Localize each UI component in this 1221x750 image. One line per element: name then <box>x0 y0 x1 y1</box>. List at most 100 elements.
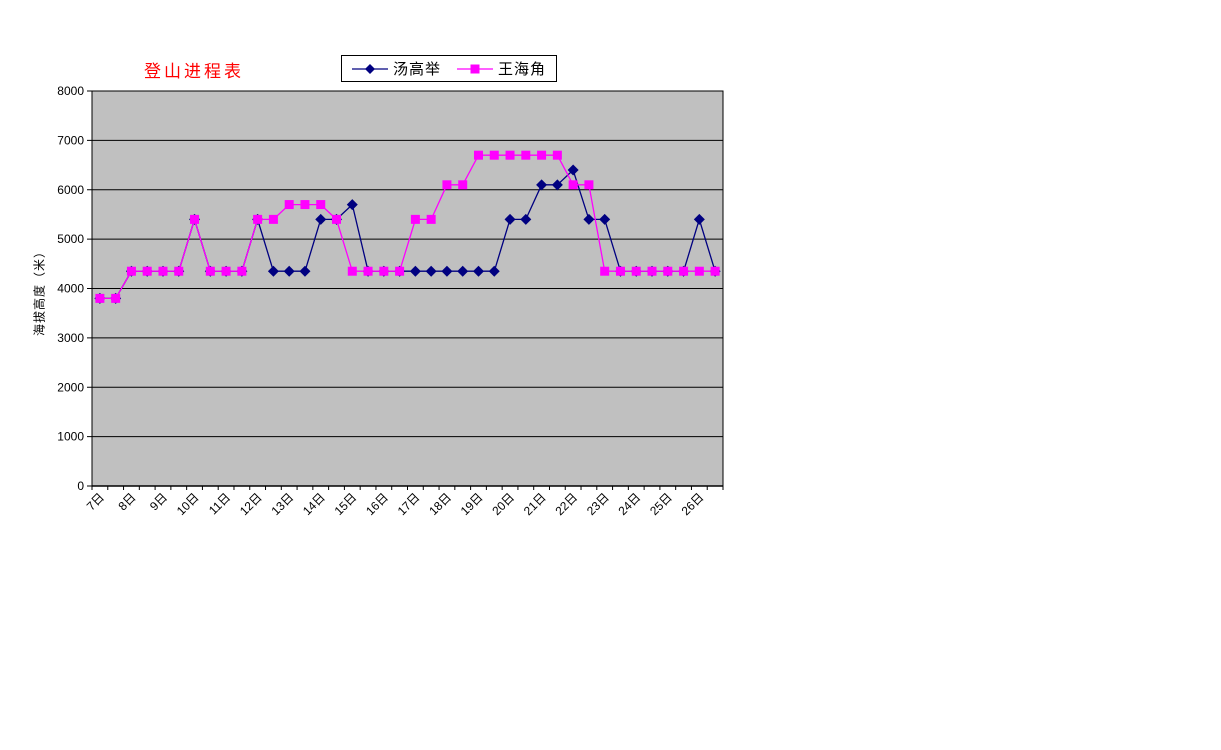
series-0-marker[interactable] <box>267 265 279 277</box>
series-1-marker[interactable] <box>142 266 152 276</box>
y-tick-label[interactable]: 1000 <box>57 430 84 444</box>
x-tick-label[interactable]: 24日 <box>616 490 644 518</box>
series-0-marker[interactable] <box>299 265 311 277</box>
chart-title[interactable]: 登山进程表 <box>144 62 244 81</box>
x-tick-label[interactable]: 26日 <box>679 490 707 518</box>
series-0-marker[interactable] <box>488 265 500 277</box>
y-tick-label[interactable]: 4000 <box>57 282 84 296</box>
series-1-marker[interactable] <box>631 266 641 276</box>
x-tick-label[interactable]: 19日 <box>458 490 486 518</box>
series-1-marker[interactable] <box>221 266 231 276</box>
series-0-marker[interactable] <box>315 213 327 225</box>
series-1-marker[interactable] <box>647 266 657 276</box>
series-1-marker[interactable] <box>332 214 342 224</box>
series-0-marker[interactable] <box>551 179 563 191</box>
series-1-marker[interactable] <box>111 293 121 303</box>
x-tick-label[interactable]: 7日 <box>84 490 107 513</box>
series-1-marker[interactable] <box>552 150 562 160</box>
series-1-marker[interactable] <box>300 200 310 210</box>
x-tick-label[interactable]: 12日 <box>237 490 265 518</box>
series-1-marker[interactable] <box>190 214 200 224</box>
series-1-marker[interactable] <box>237 266 247 276</box>
legend-item-series-1[interactable]: 王海角 <box>457 58 546 79</box>
x-tick-label[interactable]: 16日 <box>363 490 391 518</box>
series-1-marker[interactable] <box>458 180 468 190</box>
series-0-marker[interactable] <box>472 265 484 277</box>
x-tick-label[interactable]: 22日 <box>552 490 580 518</box>
series-0-marker[interactable] <box>346 199 358 211</box>
series-0-marker[interactable] <box>441 265 453 277</box>
series-1-marker[interactable] <box>174 266 184 276</box>
legend-label-series-1: 王海角 <box>498 61 547 78</box>
x-tick-label[interactable]: 25日 <box>647 490 675 518</box>
series-1-marker[interactable] <box>710 266 720 276</box>
series-1-marker[interactable] <box>126 266 136 276</box>
series-1-marker[interactable] <box>205 266 215 276</box>
x-tick-label[interactable]: 14日 <box>300 490 328 518</box>
series-1-marker[interactable] <box>663 266 673 276</box>
x-tick-label[interactable]: 10日 <box>174 490 202 518</box>
series-0-marker[interactable] <box>583 213 595 225</box>
series-0-marker[interactable] <box>504 213 516 225</box>
series-1-marker[interactable] <box>158 266 168 276</box>
x-tick-label[interactable]: 9日 <box>147 490 170 513</box>
series-1-marker[interactable] <box>521 150 531 160</box>
series-1-marker[interactable] <box>395 266 405 276</box>
series-0-marker[interactable] <box>425 265 437 277</box>
series-1-marker[interactable] <box>268 214 278 224</box>
series-1-marker[interactable] <box>615 266 625 276</box>
y-tick-label[interactable]: 2000 <box>57 380 84 394</box>
x-tick-label[interactable]: 13日 <box>268 490 296 518</box>
x-tick-label[interactable]: 15日 <box>332 490 360 518</box>
series-1-marker[interactable] <box>489 150 499 160</box>
series-0-marker[interactable] <box>599 213 611 225</box>
series-1-marker[interactable] <box>600 266 610 276</box>
y-tick-label[interactable]: 3000 <box>57 331 84 345</box>
series-1-marker[interactable] <box>584 180 594 190</box>
series-1-marker[interactable] <box>284 200 294 210</box>
series-1-marker[interactable] <box>537 150 547 160</box>
legend-diamond-marker-icon <box>352 63 388 74</box>
series-0-marker[interactable] <box>567 164 579 176</box>
series-1-marker[interactable] <box>505 150 515 160</box>
legend-diamond-glyph <box>365 63 375 74</box>
x-tick-label[interactable]: 17日 <box>395 490 423 518</box>
series-1-marker[interactable] <box>473 150 483 160</box>
series-1-marker[interactable] <box>568 180 578 190</box>
series-0-marker[interactable] <box>693 213 705 225</box>
y-tick-label[interactable]: 0 <box>77 479 84 493</box>
legend-square-marker-icon <box>457 64 494 73</box>
y-tick-label[interactable]: 8000 <box>57 84 84 98</box>
series-1-marker[interactable] <box>316 200 326 210</box>
y-tick-label[interactable]: 7000 <box>57 133 84 147</box>
series-1-marker[interactable] <box>426 214 436 224</box>
legend-item-series-0[interactable]: 汤高举 <box>352 58 441 79</box>
chart-legend[interactable]: 汤高举 王海角 <box>341 55 558 82</box>
x-tick-label[interactable]: 11日 <box>206 490 233 517</box>
series-0-marker[interactable] <box>520 213 532 225</box>
series-0-marker[interactable] <box>283 265 295 277</box>
x-tick-label[interactable]: 18日 <box>426 490 454 518</box>
series-1-marker[interactable] <box>679 266 689 276</box>
series-1-marker[interactable] <box>694 266 704 276</box>
series-1-marker[interactable] <box>95 293 105 303</box>
series-1-marker[interactable] <box>442 180 452 190</box>
series-1-marker[interactable] <box>379 266 389 276</box>
legend-square-glyph <box>470 64 480 73</box>
x-tick-label[interactable]: 21日 <box>521 490 549 518</box>
y-tick-label[interactable]: 6000 <box>57 183 84 197</box>
series-1-marker[interactable] <box>410 214 420 224</box>
series-1-marker[interactable] <box>363 266 373 276</box>
x-tick-label[interactable]: 23日 <box>584 490 612 518</box>
x-tick-label[interactable]: 8日 <box>115 490 138 513</box>
y-tick-label[interactable]: 5000 <box>57 232 84 246</box>
series-1-line[interactable] <box>99 154 716 300</box>
series-0-marker[interactable] <box>457 265 469 277</box>
series-1-marker[interactable] <box>347 266 357 276</box>
series-0-marker[interactable] <box>409 265 421 277</box>
x-tick-label[interactable]: 20日 <box>489 490 517 518</box>
series-1-marker[interactable] <box>253 214 263 224</box>
y-axis-title[interactable]: 海拔高度（米） <box>32 245 47 337</box>
series-0-marker[interactable] <box>536 179 548 191</box>
